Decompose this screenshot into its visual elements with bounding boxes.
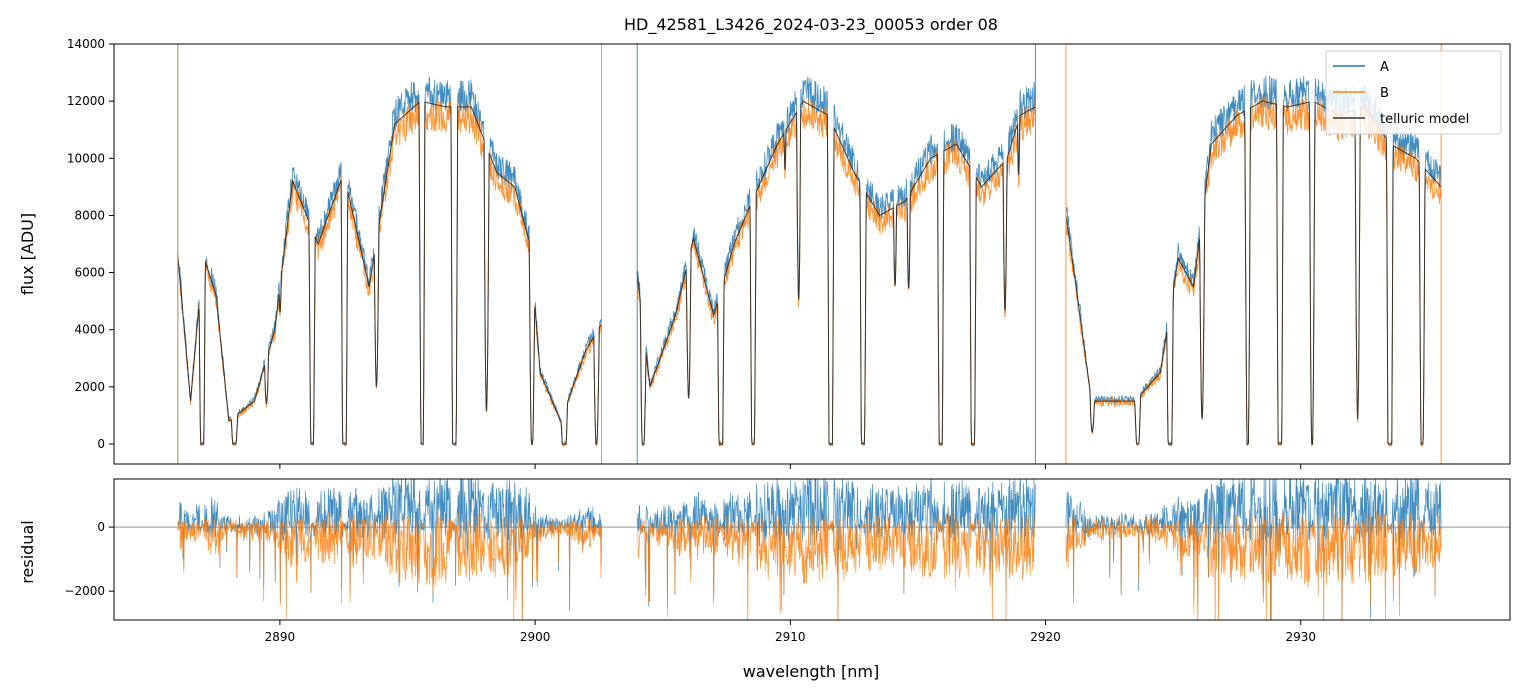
telluric-model-line (177, 101, 602, 445)
flux-y-tick-label: 2000 (74, 380, 105, 394)
flux-plot-area (177, 44, 1442, 464)
legend-label-b: B (1380, 86, 1389, 101)
flux-y-label: flux [ADU] (18, 213, 37, 295)
residual-plot-area (114, 479, 1510, 620)
residual-panel: −2000 0 2890 2900 2910 2920 2930 residual wav… (18, 478, 1511, 681)
series-b-line (177, 97, 602, 447)
flux-x-ticks (279, 464, 1302, 469)
residual-x-tick-label: 2930 (1285, 630, 1316, 644)
residual-x-ticks: 2890 2900 2910 2920 2930 (265, 620, 1316, 644)
flux-panel: 0 2000 4000 6000 8000 10000 12000 14000 flux [A… (18, 37, 1511, 469)
legend-label-a: A (1380, 60, 1389, 75)
series-b-line (1065, 94, 1442, 448)
residual-a-line (1065, 479, 1442, 620)
flux-y-tick-label: 4000 (74, 323, 105, 337)
series-a-line (177, 76, 602, 447)
legend-label-model: telluric model (1380, 112, 1469, 127)
residual-b-line (1065, 508, 1442, 620)
residual-y-tick-label: −2000 (64, 584, 105, 598)
chart-title: HD_42581_L3426_2024-03-23_00053 order 08 (624, 15, 998, 35)
x-axis-label: wavelength [nm] (743, 662, 880, 681)
flux-y-tick-label: 6000 (74, 266, 105, 280)
residual-x-tick-label: 2920 (1030, 630, 1061, 644)
residual-y-label: residual (18, 520, 37, 583)
residual-b-line (177, 510, 602, 620)
flux-y-tick-label: 10000 (67, 151, 105, 165)
flux-y-ticks: 0 2000 4000 6000 8000 10000 12000 14000 (67, 37, 114, 451)
residual-y-ticks: −2000 0 (64, 520, 114, 598)
residual-b-line (636, 511, 1036, 620)
flux-y-tick-label: 0 (97, 437, 105, 451)
legend-box (1325, 50, 1502, 135)
flux-y-tick-label: 14000 (67, 37, 105, 51)
telluric-model-line (636, 100, 1036, 445)
residual-a-line (177, 479, 602, 619)
residual-y-tick-label: 0 (97, 520, 105, 534)
flux-y-tick-label: 8000 (74, 208, 105, 222)
residual-x-tick-label: 2910 (775, 630, 806, 644)
residual-axes-frame (113, 478, 1511, 621)
flux-y-tick-label: 12000 (67, 94, 105, 108)
flux-axes-frame (113, 43, 1511, 465)
residual-x-tick-label: 2890 (265, 630, 296, 644)
legend: A B telluric model (1325, 50, 1502, 135)
residual-x-tick-label: 2900 (520, 630, 551, 644)
